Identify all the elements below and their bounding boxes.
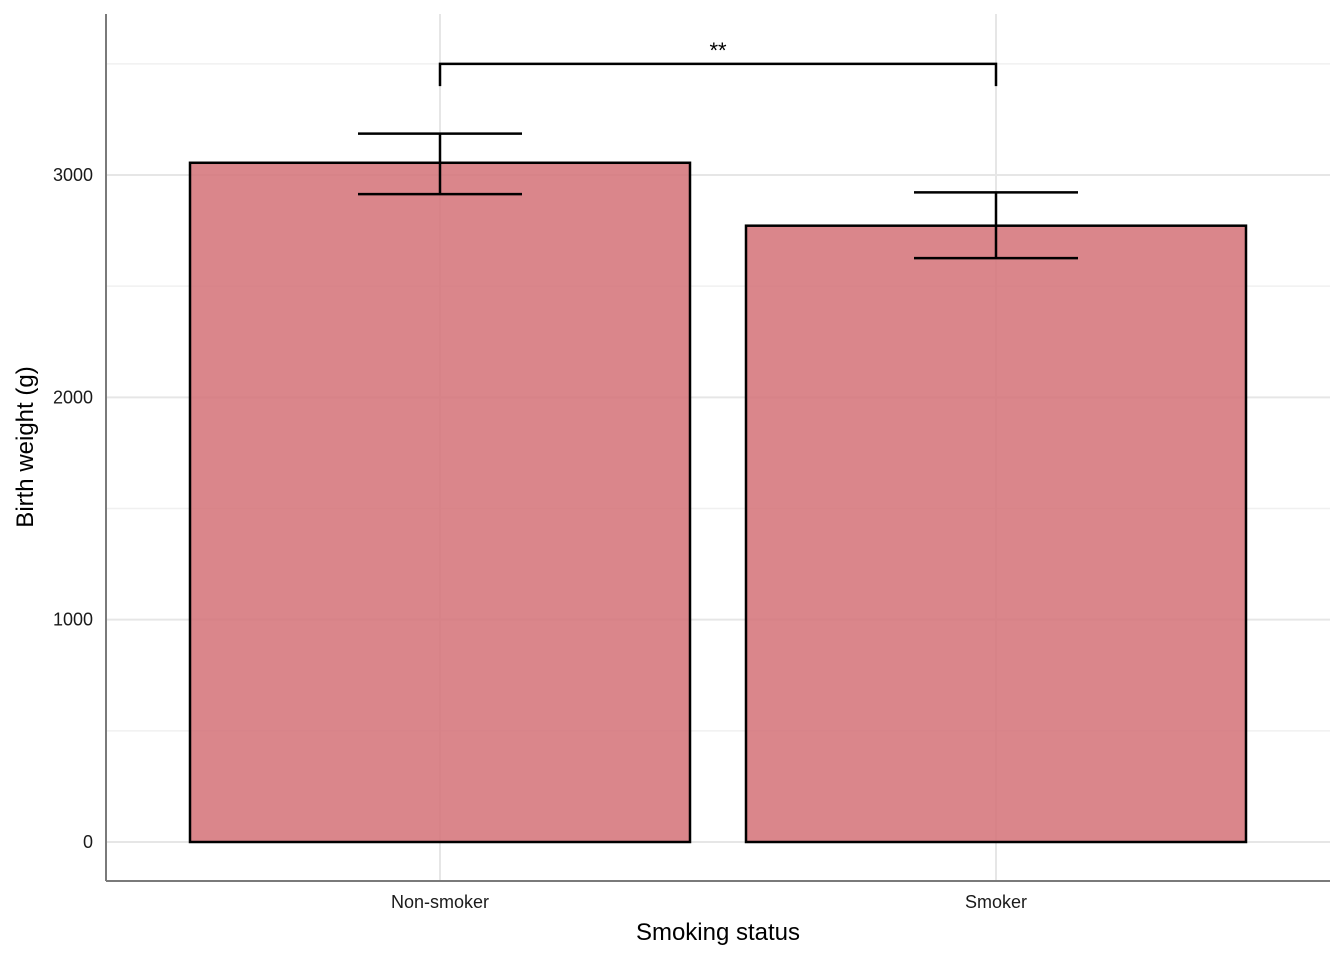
axes — [105, 14, 1330, 882]
significance-bracket-line — [438, 62, 998, 87]
bars — [188, 161, 1248, 844]
bar-non-smoker — [188, 161, 692, 844]
x-tick-label: Non-smoker — [391, 892, 489, 912]
bar-smoker — [744, 224, 1248, 844]
y-tick-label: 2000 — [53, 387, 93, 407]
x-tick-label: Smoker — [965, 892, 1027, 912]
tick-labels: 0 1000 2000 3000 Non-smoker Smoker — [53, 165, 1027, 912]
significance-label: ** — [709, 38, 727, 63]
y-tick-label: 0 — [83, 832, 93, 852]
x-axis-title: Smoking status — [636, 919, 800, 946]
y-axis-title: Birth weight (g) — [12, 366, 39, 527]
error-bar — [358, 132, 522, 196]
y-tick-label: 3000 — [53, 165, 93, 185]
significance-bracket: ** — [438, 38, 998, 87]
y-tick-label: 1000 — [53, 610, 93, 630]
error-bar — [914, 191, 1078, 260]
error-bars — [358, 132, 1078, 260]
